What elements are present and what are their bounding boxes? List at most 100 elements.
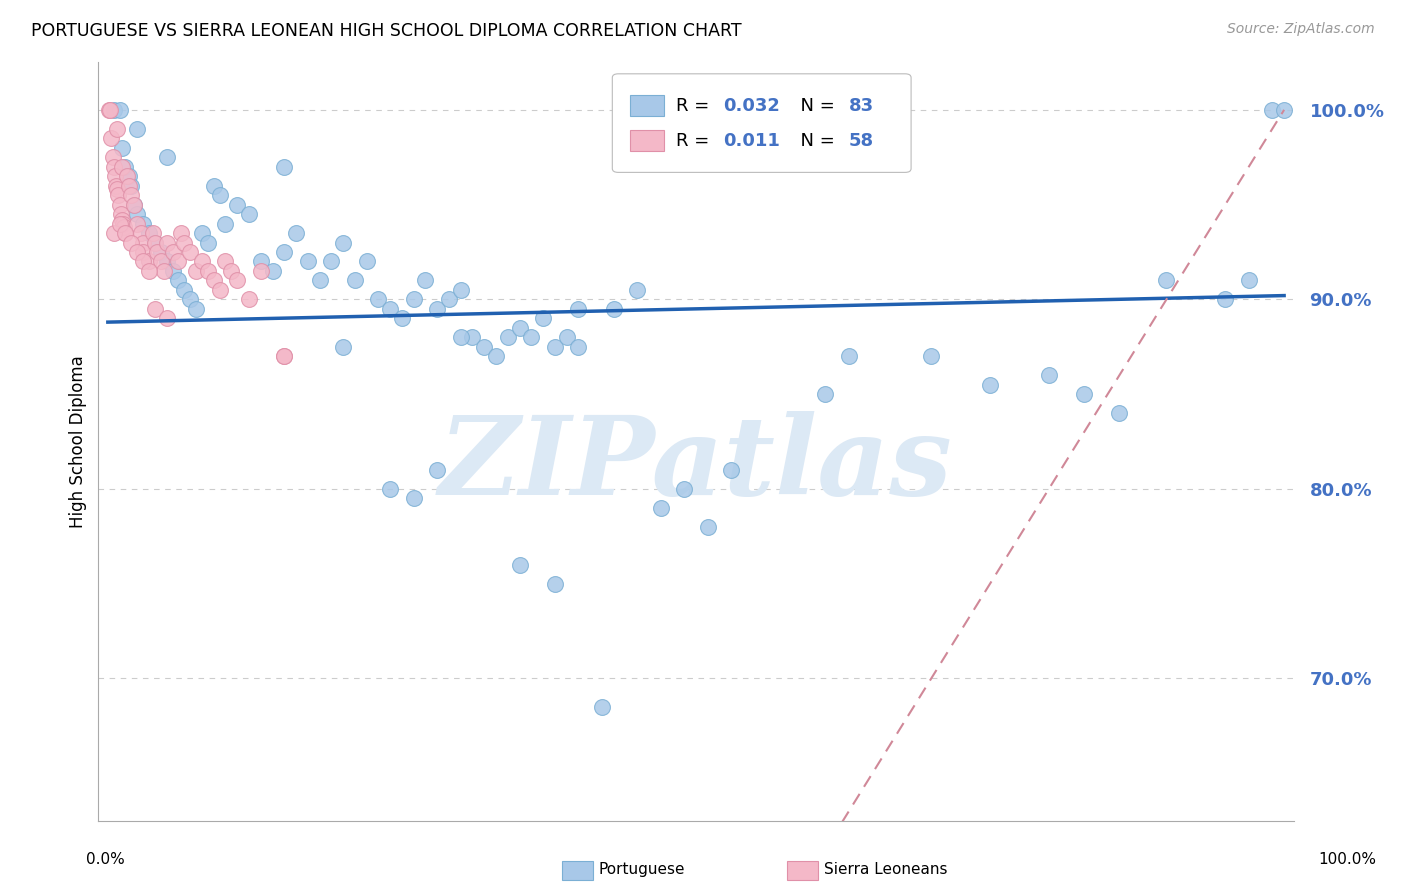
Y-axis label: High School Diploma: High School Diploma [69, 355, 87, 528]
Point [321, 254, 343, 268]
Point [273, 244, 295, 259]
Point [156, 235, 179, 250]
Point [156, 150, 179, 164]
Point [127, 121, 149, 136]
Text: R =: R = [676, 131, 714, 150]
Point [111, 141, 134, 155]
Point [112, 217, 135, 231]
Point [110, 207, 132, 221]
FancyBboxPatch shape [613, 74, 911, 172]
Point [650, 500, 672, 515]
Point [378, 301, 401, 316]
Text: N =: N = [789, 131, 841, 150]
Point [332, 235, 354, 250]
Point [273, 160, 295, 174]
Point [391, 311, 413, 326]
Point [122, 197, 145, 211]
Point [214, 217, 236, 231]
Text: R =: R = [676, 96, 714, 115]
Point [118, 178, 141, 193]
Point [262, 264, 284, 278]
Point [127, 244, 149, 259]
Point [184, 264, 207, 278]
Point [103, 103, 125, 117]
Point [485, 349, 508, 363]
Point [98, 103, 121, 117]
Text: 0.011: 0.011 [724, 131, 780, 150]
Point [167, 273, 190, 287]
Point [173, 235, 195, 250]
Point [173, 283, 195, 297]
Point [202, 273, 225, 287]
Point [103, 226, 125, 240]
Point [285, 226, 308, 240]
Point [132, 235, 155, 250]
Point [214, 254, 236, 268]
Point [129, 226, 152, 240]
Point [1156, 273, 1178, 287]
Point [153, 264, 176, 278]
Point [509, 558, 531, 572]
Point [297, 254, 319, 268]
Point [115, 169, 138, 183]
Point [544, 576, 567, 591]
Point [509, 320, 531, 334]
Point [100, 131, 122, 145]
Point [103, 160, 125, 174]
Point [415, 273, 437, 287]
Point [197, 264, 219, 278]
Point [170, 226, 193, 240]
Text: Source: ZipAtlas.com: Source: ZipAtlas.com [1227, 22, 1375, 37]
Point [108, 217, 131, 231]
Point [1272, 103, 1295, 117]
Point [118, 169, 141, 183]
Point [191, 226, 214, 240]
Point [531, 311, 554, 326]
Point [402, 491, 425, 506]
Point [1213, 293, 1236, 307]
Point [143, 301, 166, 316]
Point [108, 103, 131, 117]
Point [567, 340, 589, 354]
Point [544, 340, 567, 354]
Point [673, 482, 696, 496]
Text: 0.032: 0.032 [724, 96, 780, 115]
Point [450, 330, 472, 344]
Point [184, 301, 207, 316]
Point [426, 301, 449, 316]
Point [226, 273, 249, 287]
Point [591, 699, 613, 714]
Point [332, 340, 354, 354]
Point [208, 283, 231, 297]
Point [143, 235, 166, 250]
Point [249, 264, 271, 278]
FancyBboxPatch shape [630, 95, 664, 116]
Point [602, 301, 624, 316]
Point [191, 254, 214, 268]
Point [238, 207, 260, 221]
Point [1108, 406, 1130, 420]
Text: Portuguese: Portuguese [599, 863, 686, 877]
Point [132, 254, 155, 268]
Point [162, 264, 184, 278]
Point [120, 188, 142, 202]
Point [1237, 273, 1260, 287]
Point [450, 283, 472, 297]
Point [356, 254, 378, 268]
Point [520, 330, 543, 344]
Point [111, 160, 134, 174]
Point [838, 349, 860, 363]
Point [814, 387, 837, 401]
Point [555, 330, 578, 344]
Text: 100.0%: 100.0% [1317, 852, 1376, 867]
Point [249, 254, 271, 268]
Point [1261, 103, 1284, 117]
Point [101, 150, 124, 164]
Text: 83: 83 [849, 96, 875, 115]
Point [626, 283, 648, 297]
Point [162, 244, 184, 259]
Point [127, 207, 149, 221]
Point [426, 463, 449, 477]
Point [138, 226, 160, 240]
Point [141, 226, 163, 240]
